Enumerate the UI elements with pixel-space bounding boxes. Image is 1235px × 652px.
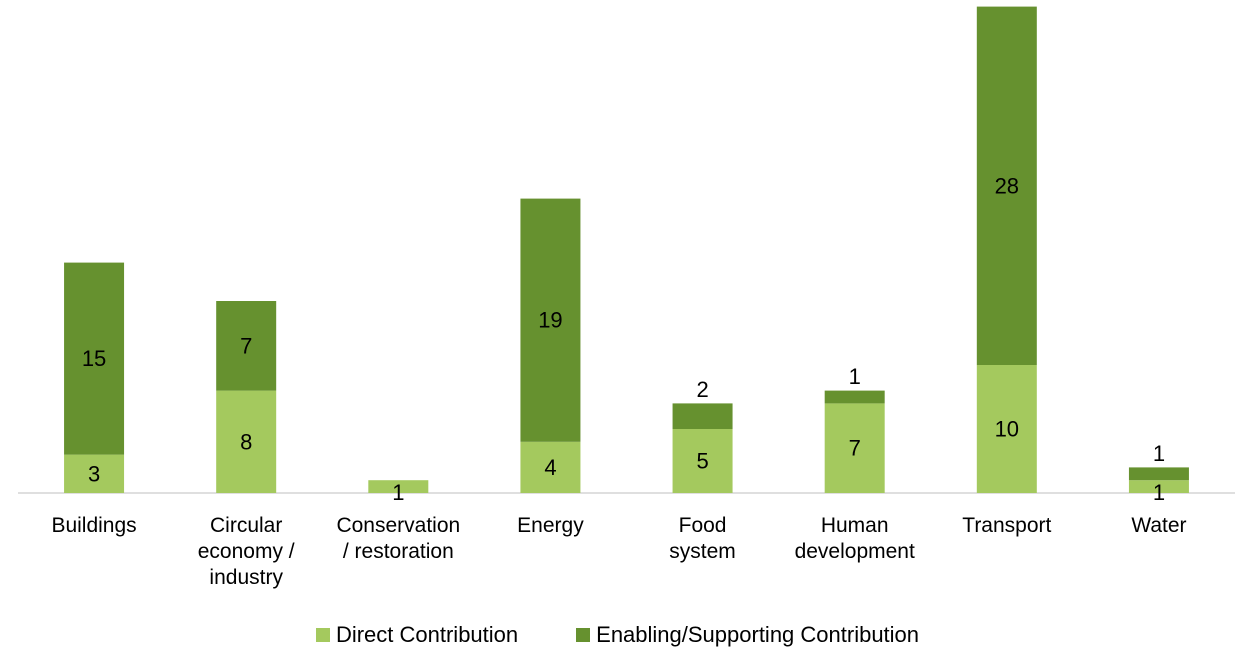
data-label-direct-2: 1	[392, 480, 404, 505]
category-label-5: Human development	[795, 514, 915, 563]
bar-segment-enabling-3	[520, 198, 581, 442]
data-label-enabling-0: 15	[82, 346, 106, 371]
category-label-line: Food	[679, 514, 727, 537]
bar-segment-enabling-0	[64, 262, 125, 455]
category-label-6: Transport	[962, 514, 1051, 537]
data-label-enabling-7: 1	[1153, 441, 1165, 466]
data-label-direct-6: 10	[995, 417, 1019, 442]
legend-label-enabling: Enabling/Supporting Contribution	[596, 622, 920, 647]
category-label-3: Energy	[517, 514, 584, 537]
category-label-line: development	[795, 540, 915, 563]
bar-segment-direct-0	[64, 454, 125, 493]
data-label-direct-7: 1	[1153, 480, 1165, 505]
category-label-line: industry	[209, 566, 283, 589]
bar-segment-direct-3	[520, 441, 581, 493]
data-label-direct-3: 4	[544, 455, 556, 480]
bar-segment-enabling-6	[976, 6, 1037, 365]
category-label-line: economy /	[198, 540, 295, 563]
category-label-line: Circular	[210, 514, 282, 537]
bar-segment-direct-1	[216, 390, 277, 493]
category-label-4: Food system	[669, 514, 736, 563]
legend-item-direct: Direct Contribution	[315, 622, 519, 648]
data-label-direct-5: 7	[849, 436, 861, 461]
data-label-enabling-4: 2	[696, 377, 708, 402]
data-label-enabling-1: 7	[240, 333, 252, 358]
data-label-enabling-6: 28	[995, 173, 1019, 198]
legend-item-enabling: Enabling/Supporting Contribution	[576, 622, 919, 648]
bar-segment-direct-4	[672, 429, 733, 493]
bar-segment-direct-6	[976, 365, 1037, 493]
category-label-1: Circular economy / industry	[198, 514, 295, 589]
category-label-7: Water	[1131, 514, 1186, 537]
category-label-line: system	[669, 540, 736, 563]
category-label-line: Transport	[962, 514, 1051, 537]
legend-label-direct: Direct Contribution	[335, 622, 519, 647]
legend-swatch-direct	[315, 628, 330, 642]
category-label-line: Buildings	[51, 514, 136, 537]
category-label-line: Energy	[517, 514, 584, 537]
bar-segment-direct-7	[1128, 480, 1189, 493]
bar-segment-direct-2	[368, 480, 429, 493]
category-label-2: Conservation / restoration	[336, 514, 460, 563]
bar-segment-enabling-5	[824, 390, 885, 404]
category-label-line: Human	[821, 514, 889, 537]
category-label-line: / restoration	[343, 540, 454, 563]
data-label-enabling-3: 19	[538, 308, 562, 333]
bar-segment-enabling-4	[672, 403, 733, 429]
data-label-direct-4: 5	[696, 449, 708, 474]
bar-segment-direct-5	[824, 403, 885, 493]
data-label-direct-1: 8	[240, 429, 252, 454]
data-label-enabling-5: 1	[849, 364, 861, 389]
legend: Direct Contribution Enabling/Supporting …	[0, 622, 1235, 648]
legend-swatch-enabling	[576, 628, 591, 642]
bar-segment-enabling-7	[1128, 467, 1189, 481]
data-label-direct-0: 3	[88, 461, 100, 486]
category-label-line: Water	[1131, 514, 1186, 537]
bar-segment-enabling-1	[216, 301, 277, 391]
category-label-0: Buildings	[51, 514, 136, 537]
category-label-line: Conservation	[336, 514, 460, 537]
